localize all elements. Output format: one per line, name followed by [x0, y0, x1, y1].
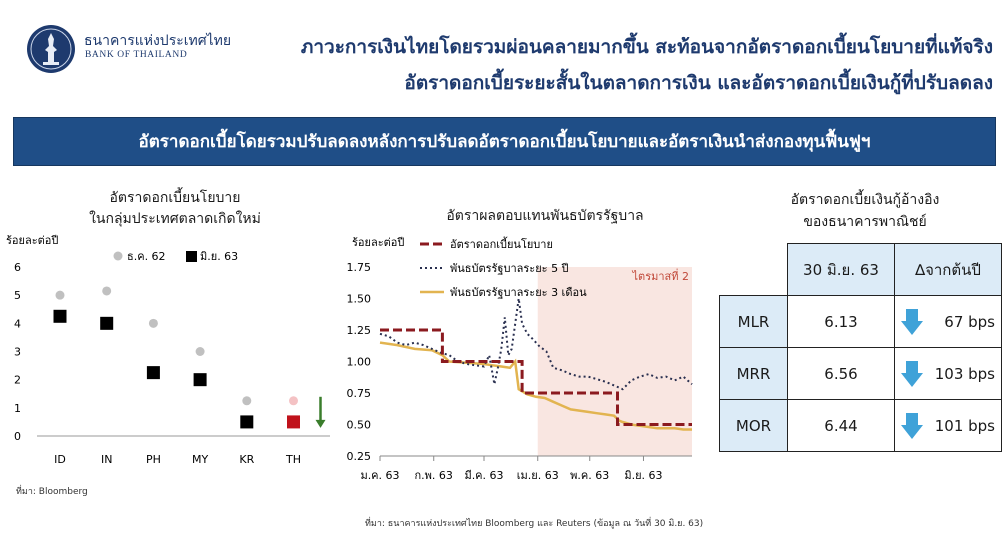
table-row: MOR 6.44 101 bps — [719, 399, 1002, 452]
summary-banner-text: อัตราดอกเบี้ยโดยรวมปรับลดลงหลังการปรับลด… — [138, 132, 871, 152]
mor-change: 101 bps — [934, 416, 995, 435]
bond-yield-chart: ร้อยละต่อปี ไตรมาสที่ 2 0.25 0.50 0.75 1.00… — [347, 236, 693, 482]
em-chart-title-line-2: ในกลุ่มประเทศตลาดเกิดใหม่ — [89, 211, 261, 227]
bond-x-tick-label: ก.พ. 63 — [415, 469, 453, 482]
org-name-thai: ธนาคารแห่งประเทศไทย — [84, 33, 232, 49]
em-legend-marker-jun — [186, 251, 197, 262]
em-x-tick-label: MY — [192, 453, 208, 466]
table-row: MRR 6.56 103 bps — [719, 347, 1002, 400]
mor-value: 6.44 — [787, 399, 895, 452]
bond-x-tick-label: มี.ค. 63 — [464, 469, 503, 482]
row-label-mrr: MRR — [719, 347, 788, 400]
bond-chart-title: อัตราผลตอบแทนพันธบัตรรัฐบาล — [446, 208, 644, 224]
bond-y-tick-label: 1.75 — [347, 261, 372, 274]
mlr-change: 67 bps — [944, 312, 995, 331]
mrr-change: 103 bps — [934, 364, 995, 383]
em-y-tick-label: 4 — [14, 317, 21, 330]
bond-y-tick-label: 0.50 — [347, 419, 372, 432]
down-arrow-icon — [901, 360, 923, 387]
bond-5y-line — [379, 298, 693, 391]
lending-rate-title-line-2: ของธนาคารพาณิชย์ — [803, 214, 927, 230]
em-point-dec-ph — [148, 318, 158, 328]
em-point-jun-ph — [146, 366, 160, 380]
page-title-line-1: ภาวะการเงินไทยโดยรวมผ่อนคลายมากขึ้น สะท้… — [300, 36, 993, 58]
em-x-tick-label: KR — [239, 453, 254, 466]
bond-y-tick-label: 0.75 — [347, 387, 372, 400]
bond-y-tick-label: 1.25 — [347, 324, 372, 337]
em-point-dec-th — [289, 396, 298, 406]
em-x-tick-label: PH — [146, 453, 161, 466]
row-label-mor: MOR — [719, 399, 788, 452]
down-arrow-icon — [901, 412, 923, 439]
mrr-change-cell: 103 bps — [894, 347, 1002, 400]
lending-rate-title-line-1: อัตราดอกเบี้ยเงินกู้อ้างอิง — [790, 192, 940, 208]
em-down-arrow-head-icon — [315, 419, 326, 428]
em-point-jun-in — [100, 316, 114, 330]
em-chart-title-line-1: อัตราดอกเบี้ยนโยบาย — [109, 190, 241, 206]
bond-y-tick-label: 1.00 — [347, 356, 372, 369]
bond-legend-label: พันธบัตรรัฐบาลระยะ 5 ปี — [450, 262, 569, 275]
em-point-dec-my — [195, 347, 205, 356]
table-header-row: 30 มิ.ย. 63 ∆จากต้นปี — [720, 243, 1002, 296]
mor-change-cell: 101 bps — [894, 399, 1002, 452]
em-point-dec-id — [55, 290, 65, 300]
em-y-tick-label: 0 — [14, 430, 21, 443]
bond-chart-y-axis-label: ร้อยละต่อปี — [352, 236, 404, 249]
em-policy-rate-chart: ร้อยละต่อปี ธ.ค. 62 มิ.ย. 63 0 1 2 3 4 5 6 ID IN P… — [6, 234, 330, 466]
bond-legend-label: พันธบัตรรัฐบาลระยะ 3 เดือน — [450, 286, 587, 299]
bond-y-tick-label: 0.25 — [347, 450, 372, 463]
em-point-dec-kr — [242, 396, 252, 406]
em-point-dec-in — [102, 286, 112, 296]
em-y-tick-label: 6 — [14, 261, 21, 274]
bond-x-tick-label: มิ.ย. 63 — [624, 469, 662, 482]
bond-x-tick-label: พ.ค. 63 — [570, 469, 609, 482]
policy-rate-line — [380, 328, 692, 426]
em-x-tick-label: ID — [54, 453, 66, 466]
em-x-tick-label: TH — [285, 453, 301, 466]
bond-x-tick-label: เม.ย. 63 — [517, 469, 559, 482]
summary-banner: อัตราดอกเบี้ยโดยรวมปรับลดลงหลังการปรับลด… — [13, 117, 996, 166]
bond-legend-label: อัตราดอกเบี้ยนโยบาย — [450, 236, 553, 251]
mrr-value: 6.56 — [787, 347, 895, 400]
em-legend-label-jun: มิ.ย. 63 — [200, 250, 238, 263]
bond-y-tick-label: 1.50 — [347, 293, 372, 306]
em-legend-label-dec: ธ.ค. 62 — [127, 250, 166, 263]
em-legend-marker-dec — [113, 251, 123, 261]
lending-rate-table: 30 มิ.ย. 63 ∆จากต้นปี MLR 6.13 67 bps MR… — [719, 243, 1002, 452]
em-y-tick-label: 5 — [14, 289, 21, 302]
footer-source: ที่มา: ธนาคารแห่งประเทศไทย Bloomberg และ… — [365, 519, 704, 529]
em-y-tick-label: 3 — [14, 346, 21, 359]
em-chart-y-axis-label: ร้อยละต่อปี — [6, 234, 58, 247]
org-name-english: BANK OF THAILAND — [85, 50, 188, 60]
mlr-change-cell: 67 bps — [894, 295, 1002, 348]
down-arrow-icon — [901, 308, 923, 335]
em-point-jun-my — [193, 373, 207, 387]
bank-seal-logo-icon — [27, 25, 75, 73]
table-corner — [720, 244, 788, 296]
table-row: MLR 6.13 67 bps — [719, 295, 1002, 348]
em-point-jun-th — [287, 415, 300, 429]
q2-shaded-label: ไตรมาสที่ 2 — [632, 268, 689, 283]
em-y-tick-label: 1 — [14, 402, 21, 415]
page-title-line-2: อัตราดอกเบี้ยระยะสั้นในตลาดการเงิน และอั… — [404, 72, 993, 94]
em-chart-source: ที่มา: Bloomberg — [16, 487, 88, 497]
column-header-date: 30 มิ.ย. 63 — [787, 243, 895, 296]
em-y-tick-label: 2 — [14, 374, 21, 387]
row-label-mlr: MLR — [719, 295, 788, 348]
bond-x-tick-label: ม.ค. 63 — [360, 469, 399, 482]
mlr-value: 6.13 — [787, 295, 895, 348]
em-point-jun-kr — [240, 415, 254, 429]
em-x-tick-label: IN — [101, 453, 112, 466]
em-point-jun-id — [53, 309, 67, 323]
column-header-change: ∆จากต้นปี — [894, 243, 1002, 296]
